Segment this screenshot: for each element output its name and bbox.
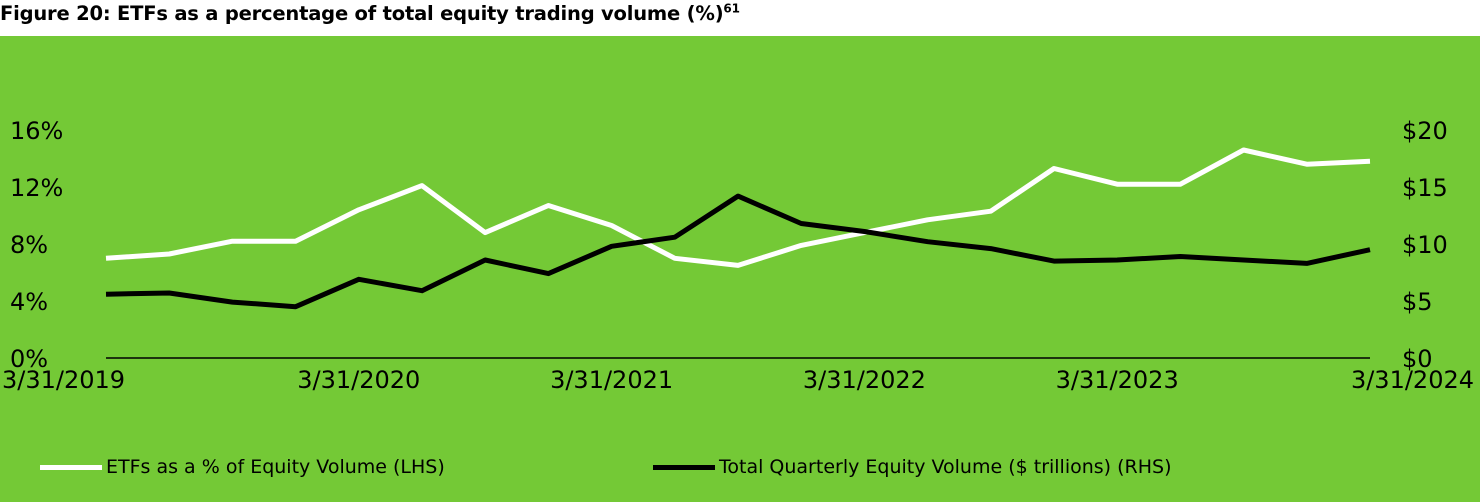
right-axis-ticks: $0 $5 $10 $15 $20 <box>1402 117 1448 373</box>
legend-label-etf-share: ETFs as a % of Equity Volume (LHS) <box>106 456 445 478</box>
line-chart: 0%4%8%12%16% $0$5$10$15$20 3/31/2019 3/31… <box>2 117 1474 394</box>
series-lines <box>105 147 1371 310</box>
right-axis-tick-label: $15 <box>1402 174 1448 202</box>
x-axis-tick-label: 3/31/2021 <box>550 366 673 394</box>
left-axis-tick-label: 4% <box>10 288 48 316</box>
chart-panel <box>0 36 1480 502</box>
figure-title: Figure 20: ETFs as a percentage of total… <box>0 1 740 25</box>
legend-label-equity-volume: Total Quarterly Equity Volume ($ trillio… <box>719 456 1172 478</box>
x-axis-tick-label: 3/31/2022 <box>803 366 926 394</box>
right-axis-tick-label: $0 <box>1402 345 1433 373</box>
right-axis-tick-label: $10 <box>1402 231 1448 259</box>
figure-footnote-marker: 61 <box>723 1 740 16</box>
series-line-equity-volume <box>105 193 1371 310</box>
series-line-etf-share <box>105 147 1371 268</box>
left-axis-tick-label: 8% <box>10 231 48 259</box>
legend-item-etf-share: ETFs as a % of Equity Volume (LHS) <box>40 452 445 482</box>
x-axis-tick-label: 3/31/2024 <box>1351 366 1474 394</box>
right-axis-tick-label: $5 <box>1402 288 1433 316</box>
x-axis-tick-label: 3/31/2020 <box>297 366 420 394</box>
x-axis-ticks: 3/31/2019 3/31/2020 3/31/2021 3/31/2022 3/31… <box>2 366 1474 394</box>
x-axis-tick-label: 3/31/2019 <box>2 366 125 394</box>
left-axis-ticks: 0% 4% 8% 12% 16% <box>10 117 63 373</box>
legend-swatch-black <box>653 464 715 470</box>
left-axis-tick-label: 16% <box>10 117 63 145</box>
right-axis-tick-label: $20 <box>1402 117 1448 145</box>
legend: ETFs as a % of Equity Volume (LHS) Total… <box>0 452 1480 482</box>
legend-swatch-white <box>40 464 102 470</box>
left-axis-tick-label: 0% <box>10 345 48 373</box>
left-axis-tick-label: 12% <box>10 174 63 202</box>
x-axis-tick-label: 3/31/2023 <box>1056 366 1179 394</box>
legend-item-equity-volume: Total Quarterly Equity Volume ($ trillio… <box>653 452 1172 482</box>
